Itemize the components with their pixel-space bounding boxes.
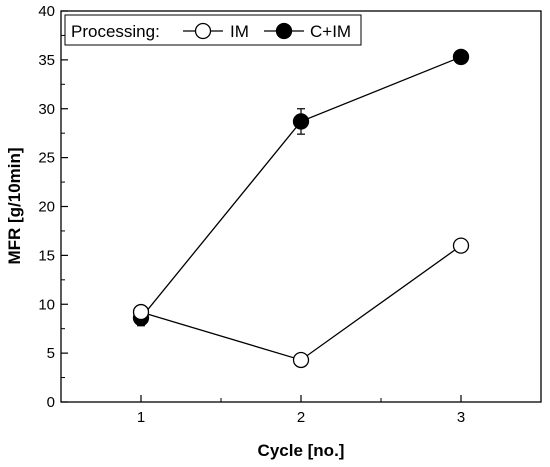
plot-frame — [60, 10, 542, 403]
y-tick-label: 40 — [38, 3, 55, 20]
x-axis-ticks: 1 2 3 — [137, 395, 465, 426]
data-point-im — [292, 351, 310, 369]
legend-cim-marker — [275, 22, 293, 40]
legend-im-label: IM — [230, 22, 249, 41]
series-line-im — [140, 245, 462, 361]
series-lines — [140, 56, 462, 361]
legend-cim-label: C+IM — [310, 22, 351, 41]
y-axis-title: MFR [g/10min] — [5, 147, 24, 264]
x-tick-label: 1 — [137, 409, 145, 426]
x-axis-title: Cycle [no.] — [258, 441, 345, 460]
data-point-im — [452, 237, 470, 254]
x-tick-label: 2 — [297, 409, 305, 426]
data-point-c-im — [292, 113, 310, 130]
data-point-im — [132, 303, 150, 321]
series-error-bars — [137, 53, 465, 327]
legend-box — [64, 14, 362, 46]
series-markers — [132, 48, 470, 369]
x-tick-label: 3 — [457, 409, 465, 426]
y-tick-label: 30 — [38, 101, 55, 118]
y-axis-ticks: 0 5 10 15 20 25 30 35 40 — [38, 3, 68, 411]
y-tick-label: 25 — [38, 150, 55, 167]
y-tick-label: 10 — [38, 296, 55, 313]
y-tick-label: 0 — [47, 394, 55, 411]
legend: Processing: IM C+IM — [64, 14, 362, 46]
legend-title: Processing: — [71, 22, 160, 41]
series-layer — [132, 48, 470, 369]
y-tick-label: 35 — [38, 52, 55, 69]
series-line-c-im — [140, 56, 462, 319]
y-tick-label: 15 — [38, 247, 55, 264]
legend-im-marker — [194, 22, 212, 40]
data-point-c-im — [452, 48, 470, 66]
y-tick-label: 5 — [47, 345, 55, 362]
y-tick-label: 20 — [38, 199, 55, 216]
